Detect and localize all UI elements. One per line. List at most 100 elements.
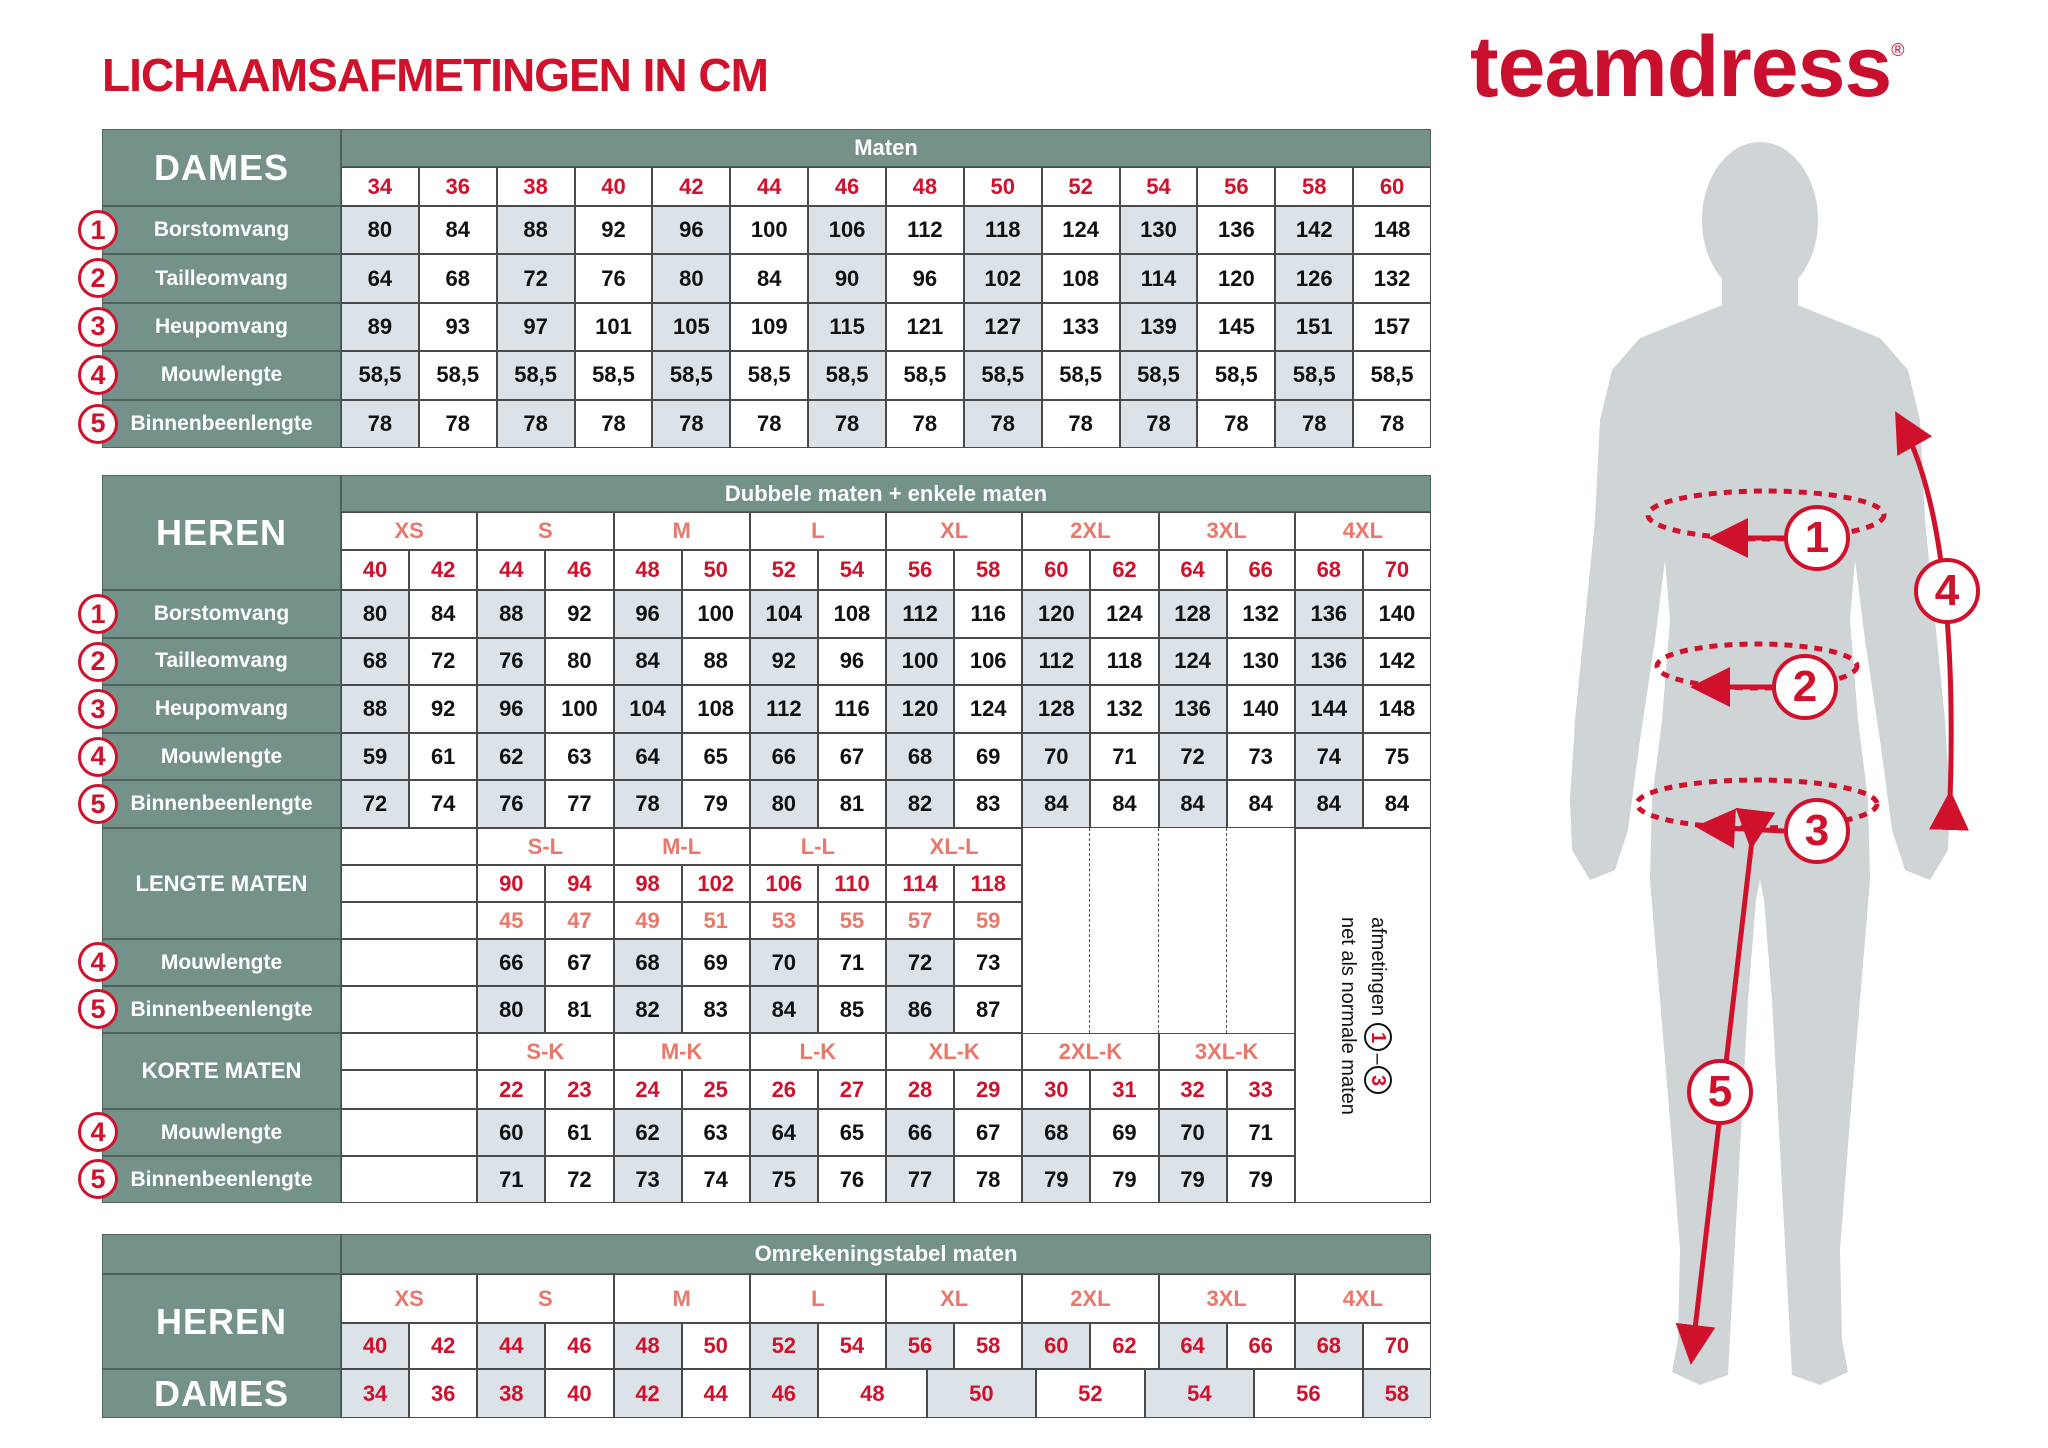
size-group-header: M <box>613 512 750 550</box>
table-cell: 124 <box>1158 637 1227 686</box>
size-header: 46 <box>808 167 886 206</box>
dames-size-cell: 52 <box>1035 1369 1145 1418</box>
size-header: 34 <box>341 167 419 206</box>
size-group-header: 2XL <box>1022 1274 1159 1323</box>
figure-marker-3: 3 <box>1784 798 1850 864</box>
table-cell: 59 <box>341 732 410 781</box>
size-header: 40 <box>574 167 653 206</box>
table-cell: 120 <box>1197 254 1276 303</box>
table-cell: 58,5 <box>1119 351 1198 400</box>
table-cell: 70 <box>1022 732 1091 781</box>
dames-label: DAMES <box>102 129 341 206</box>
measurement-number-badge: 4 <box>78 1112 118 1152</box>
table-cell: 88 <box>496 206 575 255</box>
table-cell: 78 <box>886 399 964 448</box>
blank-cell <box>341 902 478 939</box>
table-cell: 75 <box>1362 732 1431 781</box>
table-cell: 78 <box>496 399 575 448</box>
table-cell: 65 <box>817 1109 886 1156</box>
heren-size-cell: 40 <box>341 1323 410 1369</box>
note-dash: – <box>1366 1053 1389 1065</box>
figure-marker-2: 2 <box>1772 654 1838 720</box>
table-cell: 71 <box>817 939 886 986</box>
table-cell: 109 <box>730 302 809 352</box>
row-label: Binnenbeenlengte <box>102 1156 341 1203</box>
size-group-header: S <box>477 512 614 550</box>
table-cell: 126 <box>1275 254 1354 303</box>
measurement-number-badge: 4 <box>78 355 118 396</box>
table-cell: 92 <box>749 637 818 686</box>
table-cell: 93 <box>418 302 497 352</box>
size-header: 33 <box>1226 1070 1295 1109</box>
neck-silhouette <box>1722 270 1798 330</box>
size-header: 40 <box>341 550 410 590</box>
row-label: Binnenbeenlengte <box>102 399 341 448</box>
table-cell: 90 <box>808 254 886 303</box>
size-header: 23 <box>545 1070 614 1109</box>
table-cell: 72 <box>496 254 575 303</box>
heren-size-cell: 66 <box>1226 1323 1295 1369</box>
table-cell: 112 <box>886 206 964 255</box>
size-header: 56 <box>886 550 955 590</box>
table-cell: 76 <box>574 254 653 303</box>
size-group-header: L-K <box>749 1033 886 1070</box>
table-cell: 76 <box>477 780 546 828</box>
size-header: 70 <box>1362 550 1431 590</box>
dames-size-cell: 42 <box>613 1369 682 1418</box>
size-header: 48 <box>613 550 682 590</box>
table-cell: 84 <box>749 986 818 1033</box>
figure-marker-5: 5 <box>1687 1059 1753 1125</box>
table-cell: 116 <box>817 685 886 733</box>
size-header: 26 <box>749 1070 818 1109</box>
row-label: Heupomvang <box>102 302 341 352</box>
table-cell: 78 <box>730 399 809 448</box>
measurement-number-badge: 3 <box>78 306 118 347</box>
size-header: 46 <box>545 550 614 590</box>
note-number-3: 3 <box>1363 1066 1392 1095</box>
table-cell: 68 <box>613 939 682 986</box>
table-cell: 100 <box>545 685 614 733</box>
size-header: 36 <box>418 167 497 206</box>
table-cell: 108 <box>1041 254 1120 303</box>
measurement-number-badge: 3 <box>78 689 118 730</box>
size-header: 25 <box>681 1070 750 1109</box>
size-group-header: XS <box>341 1274 478 1323</box>
dames-size-cell: 36 <box>409 1369 478 1418</box>
dames-size-cell: 44 <box>681 1369 750 1418</box>
table-cell: 69 <box>1090 1109 1159 1156</box>
table-cell: 61 <box>409 732 478 781</box>
heren-size-cell: 70 <box>1362 1323 1431 1369</box>
table-cell: 114 <box>1119 254 1198 303</box>
measurement-number-badge: 1 <box>78 594 118 634</box>
table-cell: 84 <box>1226 780 1295 828</box>
size-group-header: XL <box>886 512 1023 550</box>
table-cell: 142 <box>1275 206 1354 255</box>
row-label: Borstomvang <box>102 206 341 255</box>
table-cell: 66 <box>749 732 818 781</box>
dames-size-cell: 34 <box>341 1369 410 1418</box>
table-cell: 102 <box>963 254 1042 303</box>
table-cell: 132 <box>1090 685 1159 733</box>
normal-sizes-note: afmetingen 1–3 net als normale maten <box>1294 828 1431 1203</box>
size-header: 30 <box>1022 1070 1091 1109</box>
size-header: 49 <box>613 902 682 939</box>
size-group-header: M-L <box>613 828 750 865</box>
table-cell: 116 <box>954 590 1023 638</box>
table-cell: 78 <box>1119 399 1198 448</box>
size-header: 50 <box>681 550 750 590</box>
table-cell: 58,5 <box>808 351 886 400</box>
size-group-header: 3XL-K <box>1158 1033 1295 1070</box>
table-cell: 71 <box>477 1156 546 1203</box>
table-cell: 157 <box>1353 302 1431 352</box>
size-group-header: S-L <box>477 828 614 865</box>
body-silhouette <box>1570 300 1950 1385</box>
table-cell: 80 <box>341 590 410 638</box>
empty-cell <box>1022 828 1091 1033</box>
table-cell: 104 <box>749 590 818 638</box>
table-cell: 78 <box>652 399 731 448</box>
heren-size-cell: 48 <box>613 1323 682 1369</box>
size-group-header: 2XL <box>1022 512 1159 550</box>
table-cell: 87 <box>954 986 1023 1033</box>
table-cell: 148 <box>1353 206 1431 255</box>
table-cell: 60 <box>477 1109 546 1156</box>
